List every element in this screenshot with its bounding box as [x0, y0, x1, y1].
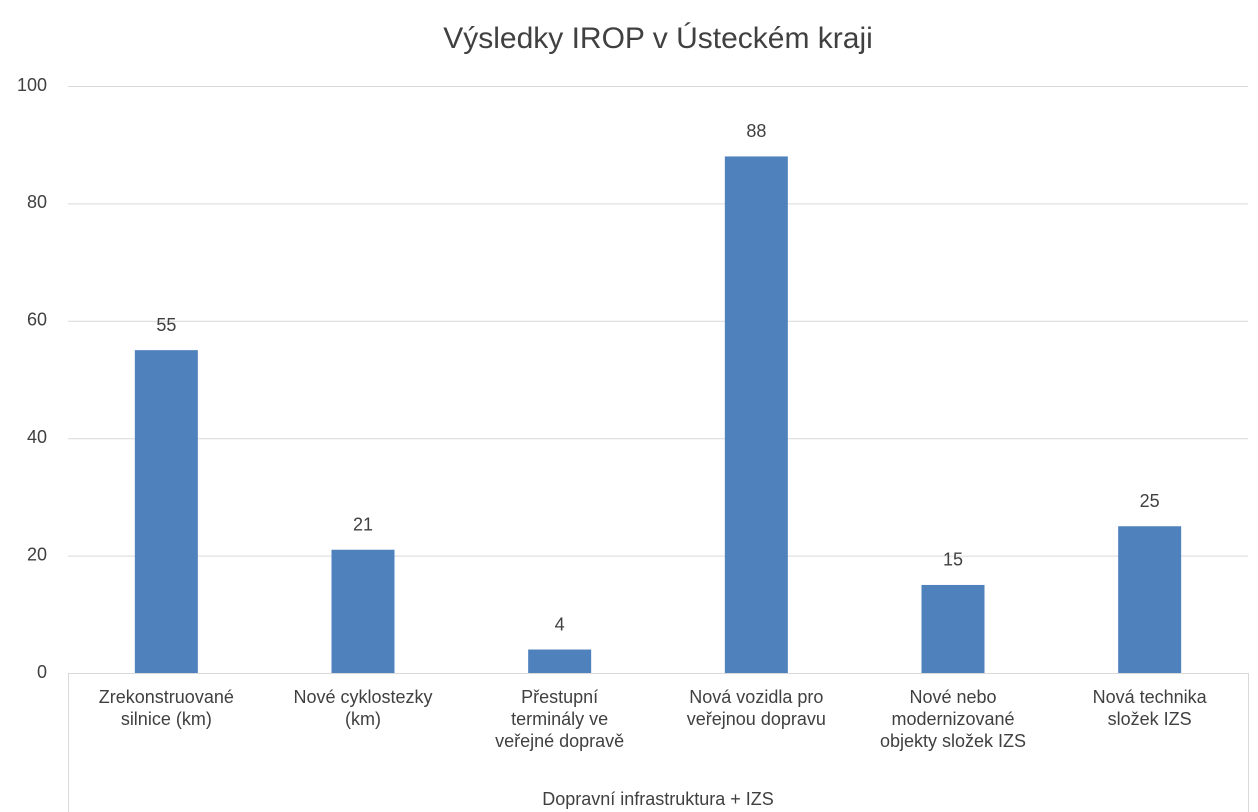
y-tick-label: 60 — [27, 310, 47, 330]
bar — [1118, 526, 1182, 673]
y-tick-label: 100 — [17, 75, 47, 95]
x-tick-label: Nová technika složek IZS — [1093, 687, 1208, 729]
x-tick-label: Nová vozidla pro veřejnou dopravu — [687, 687, 826, 729]
x-tick-label: Přestupní terminály ve veřejné dopravě — [495, 687, 624, 751]
y-tick-label: 20 — [27, 544, 47, 564]
x-tick-label: Nové cyklostezky (km) — [293, 687, 432, 729]
data-label: 25 — [1140, 491, 1160, 511]
data-label: 4 — [555, 614, 565, 634]
data-label: 88 — [746, 121, 766, 141]
x-tick-label: Zrekonstruované silnice (km) — [99, 687, 234, 729]
bar — [134, 350, 198, 673]
x-tick-label: Nové nebo modernizované objekty složek IZS — [880, 687, 1026, 751]
data-label: 21 — [353, 514, 373, 534]
group-label: Dopravní infrastruktura + IZS — [542, 789, 774, 809]
data-label: 15 — [943, 550, 963, 570]
bar — [921, 584, 985, 673]
bar — [528, 649, 592, 673]
y-tick-label: 40 — [27, 427, 47, 447]
chart-title: Výsledky IROP v Ústeckém kraji — [443, 22, 873, 55]
y-tick-label: 0 — [37, 662, 47, 682]
data-label: 55 — [156, 315, 176, 335]
bar — [724, 156, 788, 673]
bar — [331, 549, 395, 673]
y-tick-label: 80 — [27, 192, 47, 212]
